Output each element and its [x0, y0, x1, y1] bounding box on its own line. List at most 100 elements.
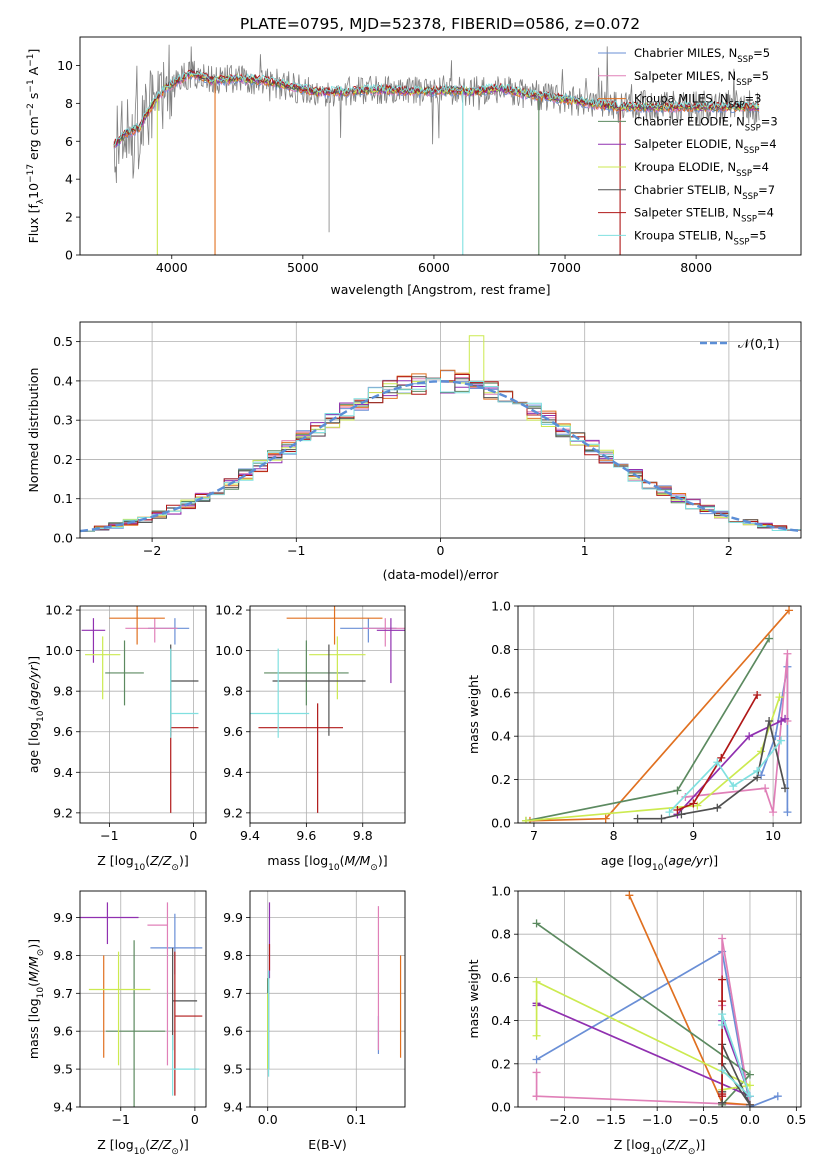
y-tick-label: 0.3 [53, 413, 73, 428]
x-tick-label: 8000 [680, 260, 712, 275]
x-tick-label: 0.5 [786, 1112, 806, 1127]
y-axis-label: Normed distribution [26, 368, 41, 493]
y-tick-label: 0.2 [491, 772, 511, 787]
panel-residuals: −2 −1 0 1 2 0.0 0.1 0.2 0.3 0.4 0.5 (data-model)/er… [26, 321, 802, 582]
model-line-kroupa-stelib [114, 71, 760, 145]
weight-marker-salpeter-miles [532, 1068, 541, 1077]
x-axis-label: Z [log10(Z/Z⊙)] [614, 1137, 705, 1157]
y-tick-label: 9.9 [223, 910, 243, 925]
x-axis-label-part: 10 [650, 1147, 662, 1157]
x-tick-label: 0 [189, 828, 197, 843]
legend-label-text: Chabrier STELIB, N [634, 183, 742, 197]
errorbars [80, 902, 203, 1107]
y-tick-label: 1.0 [491, 884, 511, 899]
x-axis-label-part: )] [378, 853, 388, 868]
y-tick-label: 0.5 [53, 334, 73, 349]
y-tick-label: 4 [65, 172, 73, 187]
x-axis-label-part: ⊙ [171, 863, 179, 873]
y-axis-label-part: ( [26, 706, 41, 711]
weight-marker-chabrier-elodie [745, 1070, 754, 1079]
y-axis-label-part: age/yr [26, 665, 41, 706]
x-axis-label-part: Z/Z [666, 1137, 689, 1152]
weight-line-salpeter-elodie [535, 1002, 752, 1098]
y-tick-label: 0.1 [53, 491, 73, 506]
legend-label-sub: SSP [742, 192, 758, 202]
y-axis-label-part: ( [26, 982, 41, 987]
weight-marker-salpeter-miles [718, 934, 727, 943]
weight-marker-kroupa-miles [785, 606, 794, 615]
weight-marker-chabrier-stelib [713, 803, 722, 812]
errorbars [81, 606, 199, 813]
y-axis-label-part: M/M [26, 956, 41, 982]
x-axis-label-part: 10 [134, 1147, 146, 1157]
axes-frame [79, 890, 207, 1108]
model-line-salpeter-elodie [113, 69, 760, 147]
weight-marker-chabrier-elodie [673, 786, 682, 795]
weight-marker-kroupa-elodie [532, 977, 541, 986]
legend-label-sub: SSP [737, 55, 753, 65]
weight-marker-kroupa-elodie [521, 816, 530, 823]
y-tick-label: 9.5 [223, 1062, 243, 1077]
weight-marker-salpeter-miles [681, 792, 690, 801]
panel-massweight-vs-z: −2.0 −1.5 −1.0 −0.5 0.0 0.5 0.0 0.2 0.4 0.6 0.8 1.0… [466, 884, 806, 1158]
legend-label-text: Chabrier ELODIE, N [634, 114, 745, 128]
x-tick-label: 5000 [287, 260, 319, 275]
x-tick-label: 7000 [549, 260, 581, 275]
hist-lines [80, 335, 801, 533]
x-axis-label-part: Z [log [614, 1137, 650, 1152]
y-tick-label: 9.5 [53, 1062, 73, 1077]
weight-marker-chabrier-stelib [657, 814, 666, 823]
y-tick-label: 10 [57, 58, 73, 73]
legend-label-kroupa-elodie: Kroupa ELODIE, NSSP=4 [634, 160, 769, 179]
axes-frame [249, 605, 406, 824]
legend-label-tail: =4 [760, 137, 777, 151]
legend-label-kroupa-stelib: Kroupa STELIB, NSSP=5 [634, 228, 766, 247]
weight-line-chabrier-elodie [525, 638, 770, 822]
x-axis-label-part: )] [708, 853, 718, 868]
weight-line-chabrier-elodie [536, 922, 752, 1106]
y-tick-label: 1.0 [491, 599, 511, 614]
panel-mass-vs-z: −1 09.49.59.69.79.89.9Z [log10(Z/Z⊙)]mass… [26, 890, 207, 1157]
y-tick-label: 0.4 [53, 373, 73, 388]
x-axis-label-part: ( [663, 853, 668, 868]
weight-marker-kroupa-stelib [713, 758, 722, 767]
x-axis-label-part: 10 [328, 863, 340, 873]
panel-spectrum: 4000 5000 6000 7000 8000 0 2 4 6 8 10 wavelength [A… [26, 36, 802, 297]
y-axis-label-part: erg cm [26, 116, 41, 164]
x-axis-label-part: ( [340, 853, 345, 868]
weight-marker-kroupa-elodie [757, 747, 766, 756]
x-axis-label: mass [log10(M/M⊙)] [267, 853, 387, 873]
y-axis-label-part: s [26, 93, 41, 104]
model-line-chabrier-stelib [113, 68, 760, 146]
legend-label-tail: =4 [752, 160, 769, 174]
legend-label-normal: 𝒩(0,1) [738, 336, 780, 351]
weight-marker-chabrier-miles [783, 808, 792, 817]
y-axis-label-part: age [log [26, 722, 41, 773]
x-tick-label: −1 [112, 1112, 130, 1127]
panel-age-vs-z: −1 09.29.49.69.810.010.2Z [log10(Z/Z⊙)]ag… [26, 603, 207, 873]
x-axis-label-part: E(B-V) [308, 1137, 347, 1152]
weight-marker-chabrier-elodie [765, 634, 774, 643]
y-tick-label: 10.2 [45, 603, 73, 618]
weight-marker-chabrier-stelib [765, 717, 774, 726]
x-tick-label: 9.6 [296, 828, 316, 843]
y-tick-label: 0.0 [491, 1100, 511, 1115]
x-axis-label-part: 10 [134, 863, 146, 873]
weight-marker-salpeter-elodie [781, 714, 790, 723]
x-axis-label-part: mass [log [267, 853, 328, 868]
y-tick-label: 9.8 [53, 684, 73, 699]
y-axis-label: mass weight [466, 675, 481, 754]
legend-label-text: Kroupa STELIB, N [634, 228, 734, 242]
weight-marker-kroupa-stelib [718, 1066, 727, 1075]
x-axis-label-part: )] [179, 1137, 189, 1152]
x-axis-label-part: ( [145, 853, 150, 868]
x-tick-label: 9.4 [240, 828, 260, 843]
legend-label-salpeter-miles: Salpeter MILES, NSSP=5 [634, 69, 769, 88]
weight-marker-salpeter-stelib [718, 1090, 727, 1099]
legend-label-sub: SSP [736, 78, 752, 88]
legend-label-tail: =3 [761, 114, 778, 128]
y-tick-label: 0.4 [491, 729, 511, 744]
y-tick-label: 9.7 [223, 986, 243, 1001]
weight-marker-kroupa-miles [625, 891, 634, 900]
